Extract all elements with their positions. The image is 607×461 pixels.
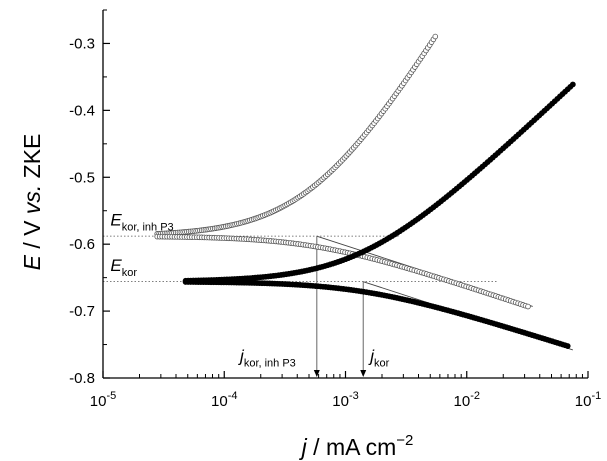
label-j_inh: jkor, inh P3 (238, 346, 296, 369)
y-tick-label: -0.6 (69, 236, 95, 253)
annotations: Ekor, inh P3 Ekor jkor, inh P3 jkor (110, 210, 389, 369)
y-tick-label: -0.7 (69, 303, 95, 320)
y-tick-label: -0.4 (69, 102, 95, 119)
open-anodic-point (432, 33, 439, 40)
x-tick-label: 10-1 (575, 390, 601, 410)
label-j_kor: jkor (368, 346, 389, 369)
axes: -0.8 -0.7 -0.6 -0.5 -0.4 -0.3 10-5 10-4 10-3 10-2… (19, 9, 601, 460)
label-e_kor: Ekor (110, 256, 137, 279)
y-tick-label: -0.5 (69, 169, 95, 186)
jcorr-arrow-head (313, 370, 320, 377)
reference-lines (103, 235, 498, 283)
x-tick-label: 10-5 (90, 390, 116, 410)
open-cathodic-point (525, 303, 531, 310)
data-points (154, 33, 576, 349)
jcorr-arrows (313, 236, 367, 377)
y-axis-title: E / V vs. ZKE (19, 134, 45, 271)
filled-anodic-point (569, 81, 576, 88)
x-tick-label: 10-4 (211, 390, 237, 410)
filled-cathodic-point (564, 343, 571, 349)
y-tick-label: -0.3 (69, 35, 95, 52)
x-axis-title: j / mA cm−2 (299, 432, 414, 460)
y-tick-label: -0.8 (69, 370, 95, 387)
x-tick-label: 10-3 (332, 390, 358, 410)
jcorr-arrow-head (360, 370, 367, 377)
x-tick-label: 10-2 (454, 390, 480, 410)
label-e_inh: Ekor, inh P3 (110, 210, 173, 233)
